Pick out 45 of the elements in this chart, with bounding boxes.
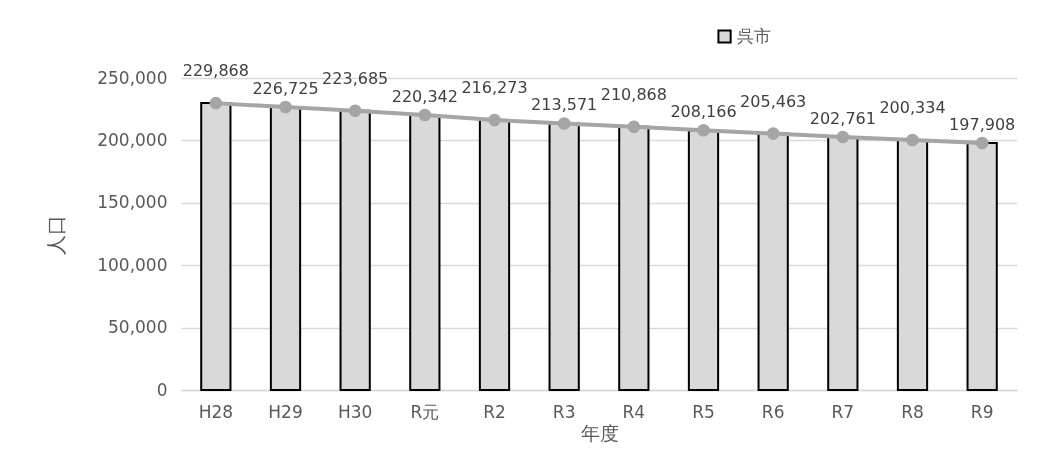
point (557, 117, 571, 130)
data-label: 226,725 (252, 79, 319, 99)
point (488, 113, 501, 127)
point (766, 127, 780, 140)
point (627, 120, 641, 134)
point (279, 100, 292, 114)
y-tick-label: 0 (156, 379, 168, 400)
x-tick-label: H29 (268, 401, 303, 422)
x-tick-label: H28 (198, 401, 234, 422)
point (906, 133, 919, 147)
x-axis-title: 年度 (580, 421, 619, 444)
data-label: 200,334 (879, 97, 946, 117)
x-tick-label: R3 (552, 401, 576, 422)
data-label: 202,761 (809, 108, 876, 128)
point (418, 108, 432, 122)
point (697, 123, 710, 137)
x-tick-label: R元 (410, 401, 440, 422)
x-tick-label: R7 (831, 401, 855, 422)
data-label: 197,908 (949, 115, 1016, 135)
y-tick-label: 50,000 (108, 317, 168, 338)
point (836, 130, 850, 144)
data-label: 210,868 (600, 84, 667, 104)
point (209, 96, 223, 110)
x-tick-label: H30 (337, 401, 373, 422)
y-tick-label: 150,000 (97, 192, 168, 213)
y-tick-label: 250,000 (97, 67, 168, 88)
x-tick-label: R9 (970, 401, 994, 422)
x-tick-label: R5 (692, 401, 715, 422)
point (348, 104, 362, 118)
x-tick-label: R2 (483, 401, 506, 422)
x-tick-label: R4 (622, 401, 646, 422)
x-tick-label: R8 (901, 401, 924, 422)
data-label: 229,868 (182, 61, 249, 81)
data-label: 223,685 (322, 68, 389, 88)
y-tick-label: 200,000 (97, 129, 168, 150)
data-label: 205,463 (740, 91, 807, 111)
data-label: 216,273 (461, 78, 528, 98)
y-tick-label: 100,000 (97, 254, 168, 275)
legend-label: 呉市 (737, 25, 772, 46)
data-label: 208,166 (670, 102, 737, 122)
data-label: 213,571 (531, 95, 598, 115)
data-label: 220,342 (391, 87, 458, 107)
y-axis-title: 人口 (44, 214, 69, 255)
x-tick-label: R6 (761, 401, 785, 422)
point (975, 136, 989, 150)
